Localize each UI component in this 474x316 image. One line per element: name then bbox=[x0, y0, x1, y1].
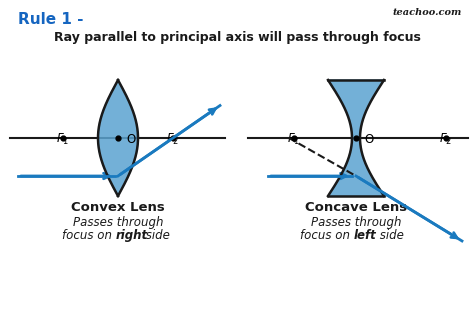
Text: side: side bbox=[142, 229, 170, 242]
Text: focus on: focus on bbox=[62, 229, 116, 242]
Text: $F_1$: $F_1$ bbox=[56, 132, 70, 147]
Text: O: O bbox=[126, 133, 135, 146]
Text: O: O bbox=[364, 133, 373, 146]
Polygon shape bbox=[98, 80, 138, 196]
Text: side: side bbox=[376, 229, 404, 242]
Text: left: left bbox=[354, 229, 377, 242]
Text: Convex Lens: Convex Lens bbox=[71, 201, 165, 214]
Text: focus on: focus on bbox=[300, 229, 354, 242]
Text: $F_2$: $F_2$ bbox=[166, 132, 180, 147]
Text: teachoo.com: teachoo.com bbox=[392, 8, 462, 17]
Text: $F_1$: $F_1$ bbox=[287, 132, 301, 147]
Text: $F_2$: $F_2$ bbox=[439, 132, 453, 147]
Text: Concave Lens: Concave Lens bbox=[305, 201, 407, 214]
Text: right: right bbox=[116, 229, 148, 242]
Text: Ray parallel to principal axis will pass through focus: Ray parallel to principal axis will pass… bbox=[54, 31, 420, 44]
Text: Passes through: Passes through bbox=[311, 216, 401, 229]
Polygon shape bbox=[328, 80, 384, 196]
Text: Rule 1 -: Rule 1 - bbox=[18, 12, 83, 27]
Text: Passes through: Passes through bbox=[73, 216, 163, 229]
